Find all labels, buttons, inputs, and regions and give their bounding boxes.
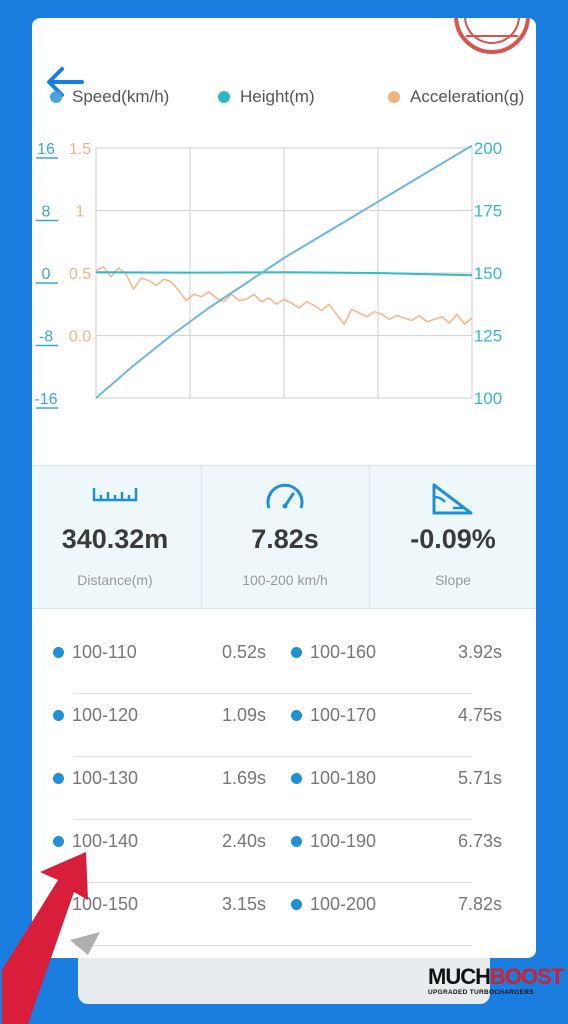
back-arrow-icon[interactable] — [42, 64, 86, 100]
distance-label: Distance(m) — [77, 572, 153, 588]
stat-distance: 340.32m Distance(m) — [32, 466, 198, 608]
stat-time: 7.82s 100-200 km/h — [201, 466, 368, 608]
time-left: 0.52s — [222, 642, 267, 662]
legend-height-dot — [218, 91, 230, 103]
time-row: 100-110 0.52s 100-160 3.92s — [32, 637, 536, 700]
range-left: 100-130 — [72, 768, 139, 788]
series-speed-line — [95, 144, 473, 399]
y-tick-acceleration: 1 — [76, 204, 85, 221]
logo-main-b: BOOST — [490, 964, 564, 989]
series-acceleration-line — [95, 266, 473, 326]
y-tick-acceleration: 1.5 — [69, 141, 91, 158]
time-left: 2.40s — [222, 831, 267, 851]
time-dot-right — [291, 647, 302, 658]
legend-speed-label: Speed(km/h) — [72, 87, 170, 106]
legend-acceleration[interactable]: Acceleration(g) — [388, 84, 524, 110]
time-row: 100-140 2.40s 100-190 6.73s — [32, 826, 536, 889]
y-tick-right: 175 — [474, 202, 502, 221]
y-tick-right: 200 — [474, 139, 502, 158]
range-right: 100-180 — [310, 768, 377, 788]
time-right: 6.73s — [458, 831, 503, 851]
legend-height-label: Height(m) — [240, 87, 315, 106]
performance-chart: 16 8 0 -8 -16 1.5 1 0.5 0.0 200 175 150 125 100 — [34, 139, 502, 409]
y-tick-speed: -8 — [39, 329, 53, 346]
y-tick-right: 100 — [474, 389, 502, 408]
series-height-line — [95, 271, 473, 277]
range-right: 100-190 — [310, 831, 377, 851]
legend-speed-dot — [50, 91, 62, 103]
time-row: 100-130 1.69s 100-180 5.71s — [32, 763, 536, 826]
ruler-icon — [92, 488, 138, 502]
legend-acceleration-dot — [388, 91, 400, 103]
time-dot-right — [291, 899, 302, 910]
time-row: 100-120 1.09s 100-170 4.75s — [32, 700, 536, 763]
range-left: 100-140 — [72, 831, 139, 851]
row-divider — [74, 882, 472, 883]
row-divider — [74, 756, 472, 757]
y-tick-speed: 0 — [42, 266, 51, 283]
y-tick-speed: 16 — [37, 141, 55, 158]
time-left: 3.15s — [222, 894, 267, 914]
time-right: 4.75s — [458, 705, 503, 725]
time-dot-left — [53, 647, 64, 658]
range-right: 100-200 — [310, 894, 377, 914]
legend-height[interactable]: Height(m) — [218, 84, 315, 110]
y-tick-acceleration: 0.5 — [69, 266, 91, 283]
time-label: 100-200 km/h — [242, 572, 328, 588]
time-right: 3.92s — [458, 642, 503, 662]
row-divider — [74, 819, 472, 820]
chart-legend: Speed(km/h) Height(m) Acceleration(g) — [32, 84, 536, 112]
time-dot-right — [291, 773, 302, 784]
range-left: 100-150 — [72, 894, 139, 914]
row-divider — [74, 945, 472, 946]
range-right: 100-160 — [310, 642, 377, 662]
distance-value: 340.32m — [61, 524, 169, 554]
y-tick-speed: -16 — [34, 391, 57, 408]
time-dot-left — [53, 773, 64, 784]
time-right: 7.82s — [458, 894, 503, 914]
slope-icon — [432, 483, 473, 515]
legend-acceleration-label: Acceleration(g) — [410, 87, 525, 106]
time-dot-left — [53, 710, 64, 721]
time-left: 1.09s — [222, 705, 267, 725]
range-right: 100-170 — [310, 705, 377, 725]
stamp-logo — [454, 18, 530, 54]
range-left: 100-110 — [72, 642, 137, 662]
time-row: 100-150 3.15s 100-200 7.82s — [32, 889, 536, 952]
legend-speed[interactable]: Speed(km/h) — [50, 84, 169, 110]
y-tick-right: 125 — [474, 327, 502, 346]
muchboost-logo: MUCHBOOST UPGRADED TURBOCHARGERS — [428, 962, 564, 1002]
result-card: Speed(km/h) Height(m) Acceleration(g) 16… — [32, 18, 536, 958]
row-divider — [74, 693, 472, 694]
time-right: 5.71s — [458, 768, 503, 788]
time-left: 1.69s — [222, 768, 267, 788]
time-dot-right — [291, 710, 302, 721]
slope-label: Slope — [435, 572, 471, 588]
speedometer-icon — [266, 483, 304, 509]
time-dot-right — [291, 836, 302, 847]
bottom-sheet — [78, 958, 490, 1004]
y-tick-right: 150 — [474, 264, 502, 283]
stat-slope: -0.09% Slope — [369, 466, 536, 608]
logo-sub: UPGRADED TURBOCHARGERS — [428, 989, 534, 996]
y-tick-speed: 8 — [42, 204, 51, 221]
stats-panel: 340.32m Distance(m) 7.82s 100-200 km/h -… — [32, 465, 536, 609]
time-dot-left — [53, 899, 64, 910]
time-value: 7.82s — [251, 524, 319, 554]
range-left: 100-120 — [72, 705, 139, 725]
slope-value: -0.09% — [410, 524, 496, 554]
time-dot-left — [53, 836, 64, 847]
logo-main-a: MUCH — [428, 964, 491, 989]
y-tick-acceleration: 0.0 — [69, 329, 91, 346]
